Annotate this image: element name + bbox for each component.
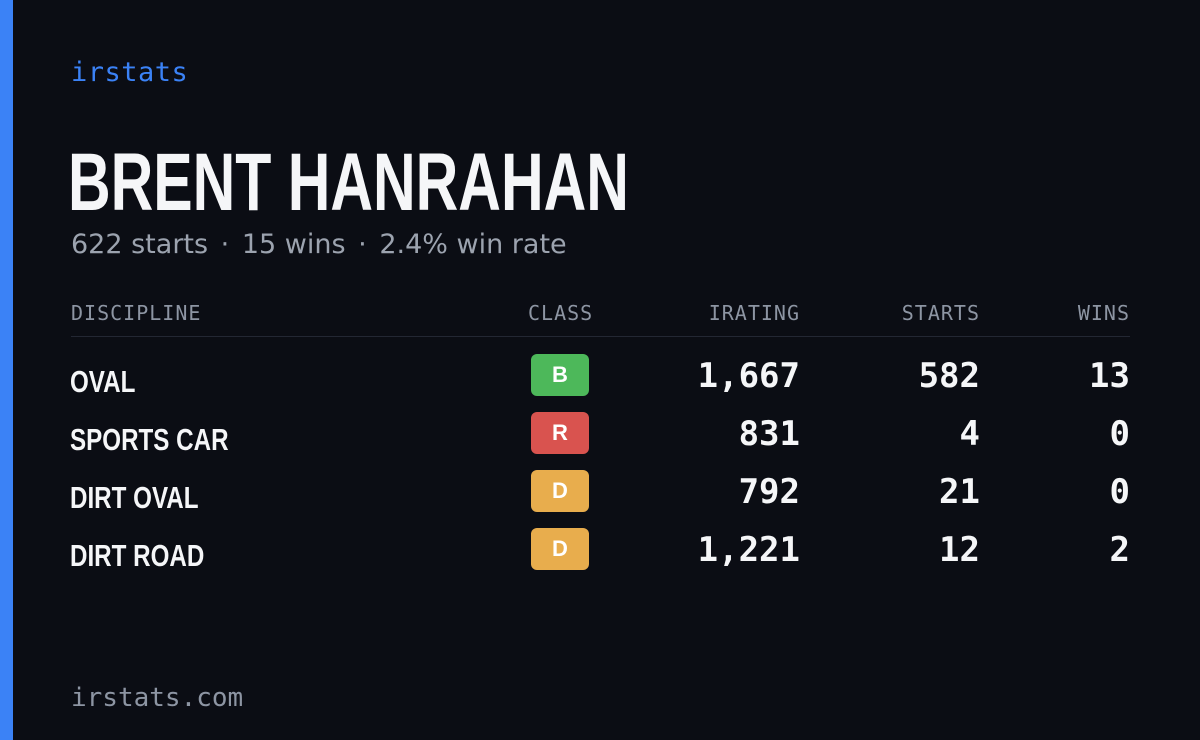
class-badge: D [531,528,589,570]
footer-url: irstats.com [71,683,244,713]
separator: · [220,229,230,260]
starts-value: 4 [959,414,980,454]
table-row: OVAL B 1,667 582 13 [0,354,1200,404]
wins-value: 13 [1089,356,1130,396]
player-name: BRENT HANRAHAN [68,137,629,228]
class-badge: D [531,470,589,512]
starts-value: 582 [918,356,980,396]
header-wins: WINS [1077,301,1130,325]
irating-value: 792 [738,472,800,512]
wins-value: 2 [1109,530,1130,570]
starts-count: 622 starts [71,229,209,260]
win-rate: 2.4% win rate [379,229,567,260]
table-row: SPORTS CAR R 831 4 0 [0,412,1200,462]
discipline-name: DIRT ROAD [70,538,205,573]
discipline-name: SPORTS CAR [70,422,229,457]
wins-value: 0 [1109,414,1130,454]
separator: · [358,229,367,260]
irating-value: 1,221 [697,530,800,570]
irating-value: 1,667 [697,356,800,396]
class-badge: R [531,412,589,454]
starts-value: 21 [939,472,980,512]
wins-count: 15 wins [241,229,346,260]
discipline-name: OVAL [70,364,136,399]
header-divider [71,336,1130,337]
class-badge: B [531,354,589,396]
header-discipline: DISCIPLINE [71,301,202,325]
starts-value: 12 [939,530,980,570]
header-starts: STARTS [901,301,980,325]
discipline-name: DIRT OVAL [70,480,199,515]
accent-bar [0,0,13,740]
header-class: CLASS [528,301,594,325]
table-row: DIRT OVAL D 792 21 0 [0,470,1200,520]
header-irating: IRATING [708,301,800,325]
irating-value: 831 [738,414,800,454]
player-summary: 622 starts · 15 wins · 2.4% win rate [71,228,567,262]
table-row: DIRT ROAD D 1,221 12 2 [0,528,1200,578]
brand-logo: irstats [71,57,189,88]
wins-value: 0 [1109,472,1130,512]
